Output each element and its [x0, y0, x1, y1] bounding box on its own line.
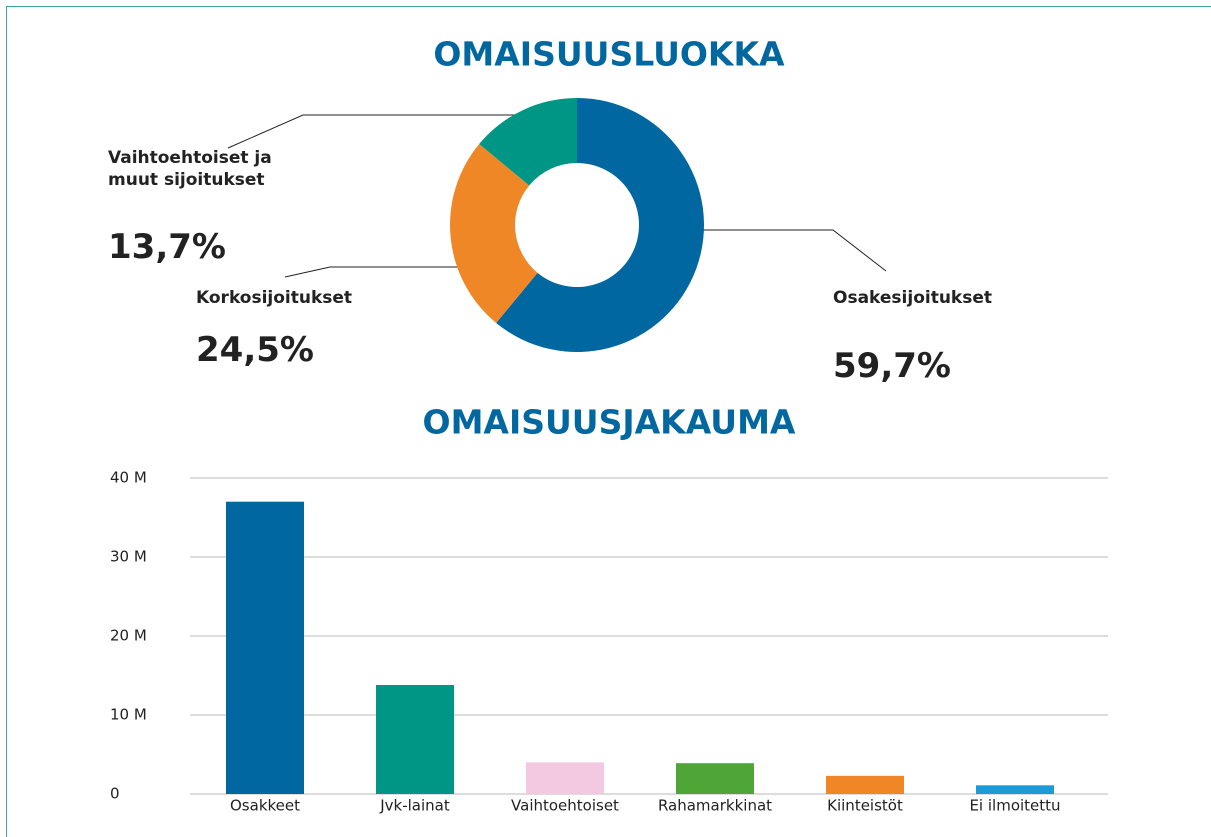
slice-value: 13,7%: [108, 227, 226, 267]
slice-value: 59,7%: [833, 346, 951, 386]
leader-line: [662, 229, 887, 272]
x-tick-label: Kiinteistöt: [827, 797, 903, 815]
border: [6, 6, 1211, 837]
y-tick-label: 40 M: [110, 469, 147, 487]
x-tick-label: Rahamarkkinat: [658, 797, 772, 815]
x-tick-label: Vaihtoehtoiset: [511, 797, 619, 815]
x-tick-label: Ei ilmoitettu: [969, 797, 1060, 815]
leader-line: [284, 266, 497, 278]
x-tick-label: Jvk-lainat: [379, 797, 450, 815]
leader-line: [227, 114, 543, 149]
bar: [526, 762, 604, 794]
slice-label: Vaihtoehtoiset ja muut sijoitukset: [108, 148, 272, 190]
bar-title: OMAISUUSJAKAUMA: [423, 403, 796, 442]
y-tick-label: 20 M: [110, 627, 147, 645]
y-tick-label: 10 M: [110, 706, 147, 724]
bar: [826, 775, 904, 794]
x-tick-label: Osakkeet: [230, 797, 300, 815]
bar: [976, 785, 1054, 794]
bar: [376, 684, 454, 794]
donut-slice: [479, 98, 577, 186]
y-tick-label: 30 M: [110, 548, 147, 566]
donut-slice: [450, 144, 538, 323]
bar: [676, 763, 754, 794]
bar: [226, 501, 304, 794]
slice-value: 24,5%: [196, 330, 314, 370]
donut-slice: [496, 98, 705, 352]
y-tick-label: 0: [110, 785, 120, 803]
donut-title: OMAISUUSLUOKKA: [433, 35, 785, 74]
slice-label: Korkosijoitukset: [196, 288, 353, 308]
slice-label: Osakesijoitukset: [833, 288, 993, 308]
